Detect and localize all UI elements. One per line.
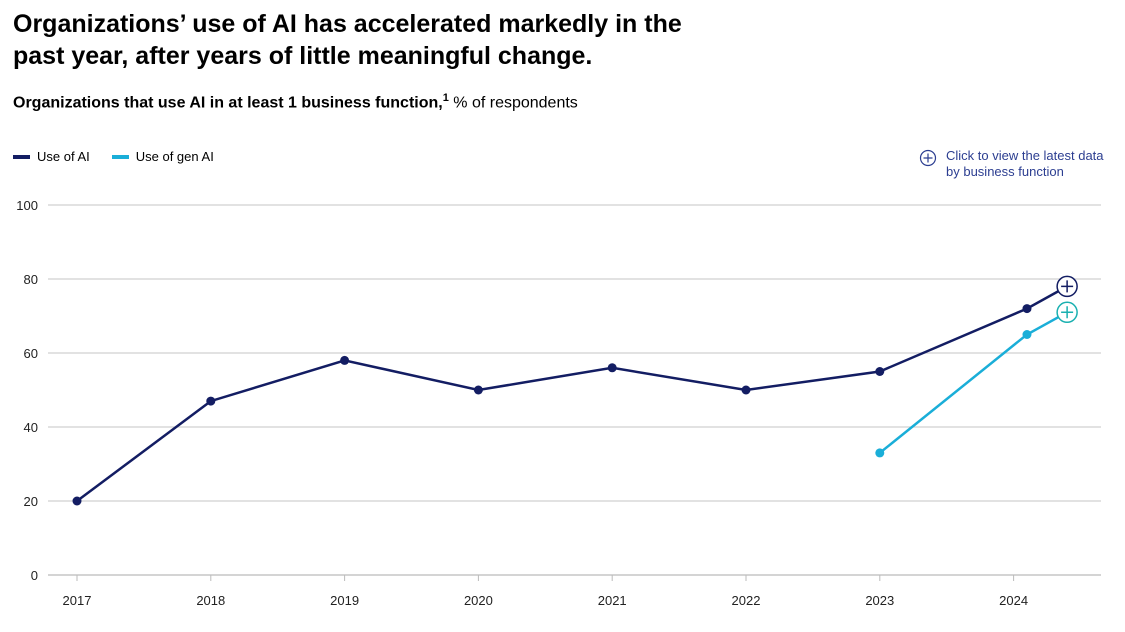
- data-point: [741, 385, 751, 395]
- expand-plus-button[interactable]: [1056, 275, 1078, 298]
- footnote-marker: 1: [442, 92, 449, 104]
- x-tick-label: 2021: [598, 593, 627, 608]
- legend-item-use-of-ai: Use of AI: [13, 149, 90, 164]
- x-tick-label: 2018: [196, 593, 225, 608]
- legend-item-use-of-gen-ai: Use of gen AI: [111, 149, 214, 164]
- y-tick-label: 40: [24, 420, 38, 435]
- data-point: [1022, 304, 1032, 314]
- view-by-business-function-link[interactable]: Click to view the latest data by busines…: [918, 148, 1106, 180]
- x-tick-label: 2017: [63, 593, 92, 608]
- data-point: [340, 355, 350, 365]
- x-tick-label: 2023: [865, 593, 894, 608]
- data-point: [473, 385, 483, 395]
- chart-subtitle: Organizations that use AI in at least 1 …: [13, 92, 578, 112]
- data-point: [72, 496, 82, 506]
- plus-icon: [1061, 280, 1074, 293]
- y-tick-label: 20: [24, 494, 38, 509]
- subtitle-unit: % of respondents: [448, 94, 578, 112]
- legend-swatch: [13, 154, 30, 159]
- legend-label: Use of AI: [37, 149, 90, 164]
- x-tick-label: 2024: [999, 593, 1028, 608]
- plus-circle-icon: [919, 149, 937, 167]
- legend-swatch: [111, 154, 129, 159]
- plus-icon: [1061, 306, 1074, 319]
- data-point: [607, 363, 617, 373]
- data-point: [875, 448, 885, 458]
- x-tick-label: 2020: [464, 593, 493, 608]
- cta-label: Click to view the latest data by busines…: [946, 148, 1104, 179]
- y-tick-label: 100: [16, 198, 38, 213]
- chart-title: Organizations’ use of AI has accelerated…: [13, 10, 682, 70]
- series-line-use-of-gen-ai: [879, 311, 1068, 454]
- x-tick-label: 2019: [330, 593, 359, 608]
- y-tick-label: 80: [24, 272, 38, 287]
- expand-plus-button[interactable]: [1056, 301, 1078, 324]
- data-point: [875, 367, 885, 376]
- series-line-use-of-ai: [76, 285, 1068, 503]
- data-point: [206, 396, 216, 406]
- legend-label: Use of gen AI: [135, 149, 214, 164]
- y-tick-label: 60: [24, 346, 38, 361]
- subtitle-main: Organizations that use AI in at least 1 …: [13, 94, 443, 112]
- x-tick-label: 2022: [732, 593, 761, 608]
- legend: Use of AI Use of gen AI: [13, 149, 214, 164]
- y-tick-label: 0: [31, 568, 38, 583]
- data-point: [1022, 330, 1032, 339]
